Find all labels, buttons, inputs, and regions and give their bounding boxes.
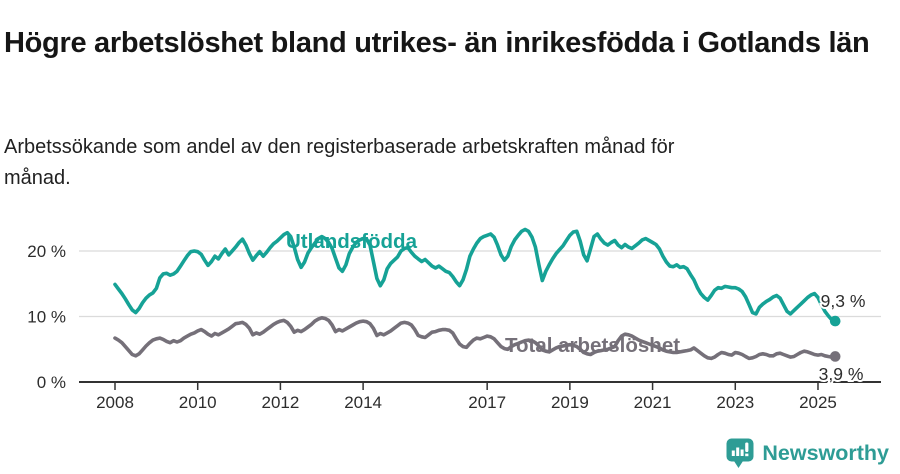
series-line <box>113 227 837 323</box>
page-subtitle: Arbetssökande som andel av den registerb… <box>4 136 675 189</box>
x-axis: 2008 2010 2012 2014 2017 2019 2021 2023 2025 <box>79 381 881 412</box>
newsworthy-brand: Newsworthy <box>726 438 889 469</box>
svg-text:0 %: 0 % <box>37 373 66 392</box>
series-end-value-label: 3,9 % <box>819 364 864 384</box>
svg-text:2023: 2023 <box>716 393 754 412</box>
svg-text:2019: 2019 <box>551 393 589 412</box>
gridlines <box>79 250 881 318</box>
series-utlandsf-dda: Utlandsfödda 9,3 % <box>113 227 867 327</box>
series-line <box>113 316 837 361</box>
svg-text:2012: 2012 <box>261 393 299 412</box>
page-title: Högre arbetslöshet bland utrikes- än inr… <box>4 27 870 60</box>
svg-text:10 %: 10 % <box>27 308 66 327</box>
svg-text:2010: 2010 <box>179 393 217 412</box>
svg-text:2021: 2021 <box>634 393 672 412</box>
series-end-value-label: 9,3 % <box>821 291 866 311</box>
newsworthy-logo-icon <box>726 438 754 468</box>
svg-text:2008: 2008 <box>96 393 134 412</box>
svg-text:2025: 2025 <box>799 393 837 412</box>
series-end-dot <box>829 315 841 327</box>
series-label: Utlandsfödda <box>286 230 418 253</box>
y-axis-labels: 0 % 10 % 20 % <box>27 242 66 392</box>
svg-text:2014: 2014 <box>344 393 382 412</box>
svg-text:2017: 2017 <box>468 393 506 412</box>
newsworthy-brand-text: Newsworthy <box>762 441 889 465</box>
series-total-arbetsl-shet: Total arbetslöshet 3,9 % <box>113 316 865 386</box>
series-end-dot <box>829 351 841 362</box>
svg-text:20 %: 20 % <box>27 242 66 261</box>
series-label: Total arbetslöshet <box>505 334 680 357</box>
